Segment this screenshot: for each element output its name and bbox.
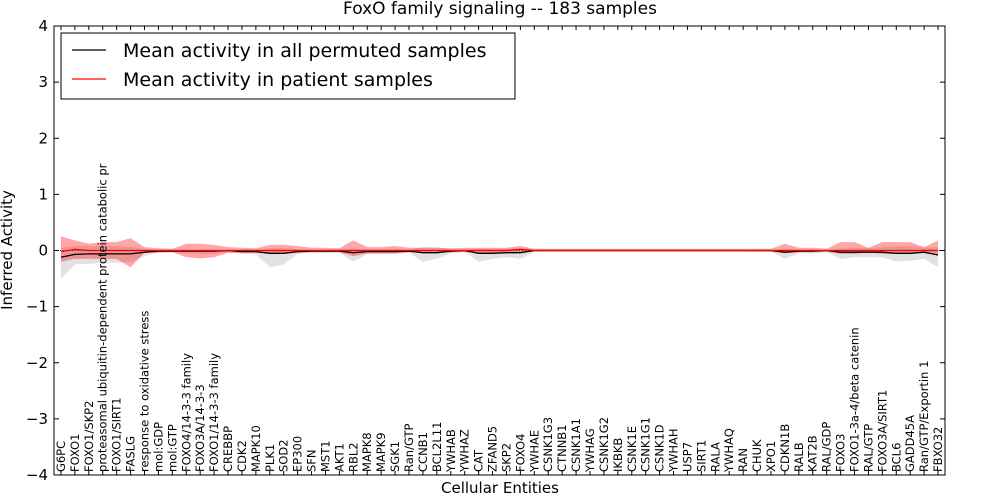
x-tick-label: CSNK1G3 bbox=[541, 417, 555, 472]
y-axis-label: Inferred Activity bbox=[0, 190, 16, 310]
x-tick-label: EP300 bbox=[291, 436, 305, 472]
x-tick-label: FOXO4/14-3-3 family bbox=[179, 353, 193, 472]
x-tick-label: BCL2L11 bbox=[430, 422, 444, 472]
x-tick-label: CSNK1D bbox=[653, 424, 667, 472]
x-tick-label: FOXO3A/SIRT1 bbox=[875, 390, 889, 472]
y-tick-label: −1 bbox=[26, 298, 48, 316]
x-tick-label: Ran/GTP bbox=[402, 424, 416, 472]
x-tick-label: SGK1 bbox=[388, 441, 402, 472]
x-tick-label: CDKN1B bbox=[778, 424, 792, 472]
x-tick-label: GADD45A bbox=[903, 415, 917, 472]
x-tick-label: YWHAB bbox=[444, 429, 458, 473]
x-tick-label: PLK1 bbox=[263, 444, 277, 472]
x-tick-label: mol:GDP bbox=[151, 422, 165, 472]
x-tick-label: FOXO1/14-3-3 family bbox=[207, 353, 221, 472]
x-tick-label: IKBKB bbox=[611, 438, 625, 472]
x-tick-label: CTNNB1 bbox=[555, 424, 569, 471]
x-tick-label: FOXO4 bbox=[513, 434, 527, 472]
x-tick-label: CREBBP bbox=[221, 426, 235, 472]
y-tick-label: −4 bbox=[26, 466, 48, 484]
x-tick-label: CSNK1G2 bbox=[597, 417, 611, 472]
y-tick-label: 0 bbox=[38, 242, 48, 260]
x-tick-label: MAPK10 bbox=[249, 425, 263, 472]
x-tick-label: MST1 bbox=[319, 440, 333, 472]
x-tick-label: FOXO1/SIRT1 bbox=[110, 397, 124, 472]
x-tick-label: RALB bbox=[792, 442, 806, 472]
x-tick-label: SIRT1 bbox=[694, 440, 708, 472]
x-tick-label: MAPK8 bbox=[360, 432, 374, 472]
x-tick-label: RAL/GTP bbox=[861, 424, 875, 472]
band-permuted bbox=[61, 246, 938, 279]
line-patient-mean bbox=[60, 248, 938, 253]
x-tick-label: BCL6 bbox=[889, 443, 903, 472]
x-tick-label: CAT bbox=[472, 449, 486, 472]
x-tick-label: CDK2 bbox=[235, 440, 249, 472]
x-tick-label: CSNK1E bbox=[625, 426, 639, 472]
x-tick-label: proteasomal ubiquitin-dependent protein … bbox=[96, 163, 110, 472]
x-tick-label: YWHAZ bbox=[458, 429, 472, 473]
x-tick-label: YWHAE bbox=[527, 430, 541, 473]
x-tick-label: G6PC bbox=[54, 441, 68, 472]
y-tick-label: 4 bbox=[38, 17, 48, 35]
y-tick-label: −3 bbox=[26, 410, 48, 428]
x-tick-label: KAT2B bbox=[806, 435, 820, 472]
legend-label-patient: Mean activity in patient samples bbox=[123, 69, 433, 91]
x-tick-label: AKT1 bbox=[332, 443, 346, 472]
y-tick-label: 1 bbox=[38, 185, 48, 203]
x-tick-label: SFN bbox=[305, 450, 319, 473]
y-tick-label: −2 bbox=[26, 354, 48, 372]
plot-area: −4 −3 −2 −1 0 1 2 3 4 G6PC FOXO1 FOXO1/SKP2 proteaso… bbox=[26, 17, 946, 484]
x-tick-label: RALA bbox=[708, 442, 722, 472]
x-tick-label: SKP2 bbox=[500, 443, 514, 472]
x-tick-label: FOXO1-3a-4/beta catenin bbox=[848, 327, 862, 472]
x-tick-label: FOXO1/SKP2 bbox=[82, 401, 96, 472]
chart-title: FoxO family signaling -- 183 samples bbox=[343, 0, 657, 19]
legend-box bbox=[60, 32, 516, 100]
x-tick-label: XPO1 bbox=[764, 441, 778, 472]
x-tick-label: SOD2 bbox=[277, 439, 291, 472]
band-patient bbox=[61, 236, 938, 268]
x-tick-label: RAL/GDP bbox=[820, 422, 834, 472]
x-tick-label: FOXO3 bbox=[834, 434, 848, 472]
x-tick-label: CCNB1 bbox=[416, 432, 430, 472]
x-tick-label: RAN bbox=[736, 448, 750, 472]
x-tick-label: FOXO3A/14-3-3 bbox=[193, 384, 207, 472]
x-tick-label: Ran/GTP/Exportin 1 bbox=[917, 361, 931, 472]
y-tick-label: 2 bbox=[38, 129, 48, 147]
legend: Mean activity in all permuted samples Me… bbox=[60, 32, 516, 100]
x-tick-label: FBXO32 bbox=[931, 427, 945, 472]
x-axis-label: Cellular Entities bbox=[441, 479, 559, 497]
x-tick-label: RBL2 bbox=[346, 442, 360, 472]
x-tick-label: YWHAH bbox=[667, 428, 681, 473]
y-tick-label: 3 bbox=[38, 73, 48, 91]
x-tick-label: FOXO1 bbox=[68, 434, 82, 472]
x-tick-label: ZFAND5 bbox=[486, 426, 500, 472]
x-tick-label: USP7 bbox=[680, 442, 694, 472]
x-tick-label: YWHAG bbox=[583, 428, 597, 473]
x-tick-label: response to oxidative stress bbox=[138, 311, 152, 472]
x-tick-label: FASLG bbox=[124, 436, 138, 472]
x-tick-label: mol:GTP bbox=[165, 424, 179, 472]
legend-label-permuted: Mean activity in all permuted samples bbox=[123, 40, 486, 62]
x-tick-label: YWHAQ bbox=[722, 428, 736, 473]
x-tick-label: CSNK1G1 bbox=[639, 417, 653, 472]
x-tick-label: CSNK1A1 bbox=[569, 418, 583, 472]
x-tick-label: CHUK bbox=[750, 439, 764, 472]
x-tick-label: MAPK9 bbox=[374, 432, 388, 472]
